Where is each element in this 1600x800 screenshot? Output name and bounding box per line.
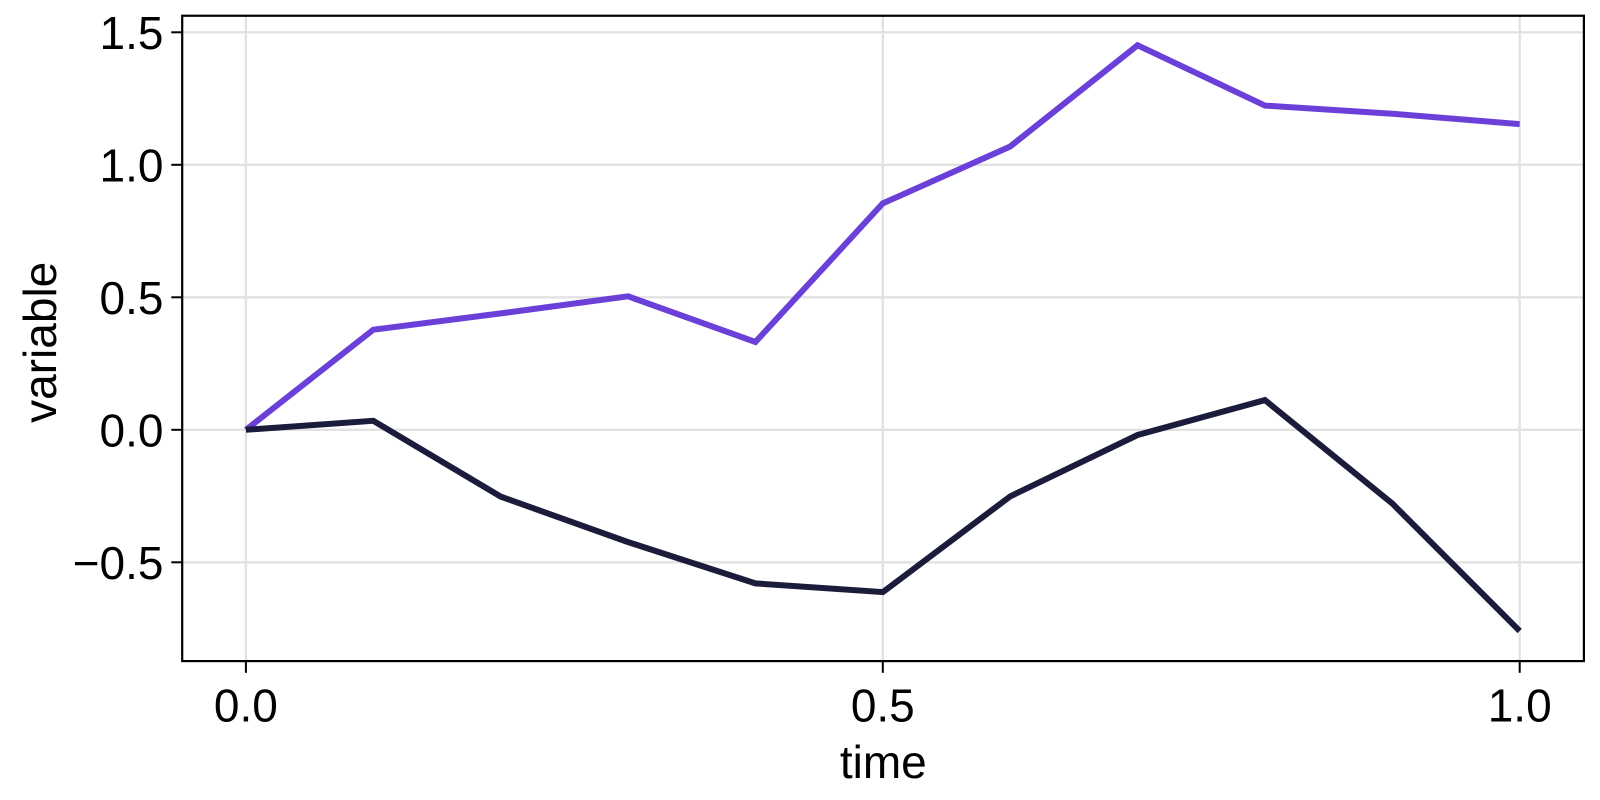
- svg-text:0.0: 0.0: [214, 679, 278, 731]
- svg-text:0.0: 0.0: [100, 404, 164, 456]
- svg-text:1.5: 1.5: [100, 7, 164, 59]
- svg-text:1.0: 1.0: [100, 139, 164, 191]
- svg-text:1.0: 1.0: [1488, 679, 1552, 731]
- svg-text:variable: variable: [14, 262, 66, 423]
- svg-text:time: time: [840, 736, 927, 788]
- svg-text:0.5: 0.5: [851, 679, 915, 731]
- svg-text:0.5: 0.5: [100, 272, 164, 324]
- svg-text:−0.5: −0.5: [73, 537, 164, 589]
